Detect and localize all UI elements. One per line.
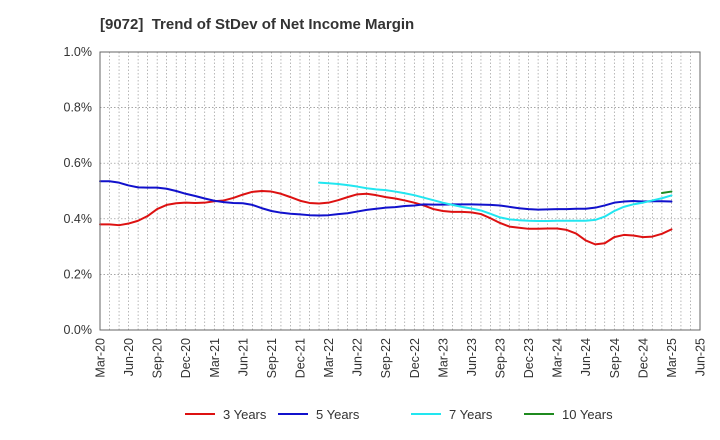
x-tick-label: Mar-21 [208, 338, 222, 378]
x-tick-label: Dec-24 [636, 338, 650, 378]
series-lines [99, 180, 673, 246]
x-tick-label: Jun-24 [579, 338, 593, 376]
legend-label: 5 Years [316, 407, 360, 422]
x-tick-label: Mar-24 [551, 338, 565, 378]
legend-label: 3 Years [223, 407, 267, 422]
x-tick-label: Sep-21 [265, 338, 279, 378]
x-tick-label: Jun-25 [694, 338, 708, 376]
x-tick-label: Sep-23 [494, 338, 508, 378]
series-line-3-years [99, 190, 673, 246]
x-tick-label: Sep-24 [608, 338, 622, 378]
y-tick-label: 0.4% [64, 212, 93, 226]
x-tick-label: Sep-20 [151, 338, 165, 378]
x-tick-label: Dec-22 [408, 338, 422, 378]
x-tick-label: Mar-23 [436, 338, 450, 378]
legend-item-3-years: 3 Years [185, 407, 267, 422]
x-tick-label: Mar-25 [665, 338, 679, 378]
x-tick-label: Jun-22 [351, 338, 365, 376]
y-tick-label: 0.2% [64, 267, 93, 281]
x-tick-label: Mar-20 [94, 338, 108, 378]
legend-item-10-years: 10 Years [524, 407, 613, 422]
y-tick-label: 0.6% [64, 156, 93, 170]
axes: 0.0% 0.2% 0.4% 0.6% 0.8% 1.0% Mar-20 Jun-20 Sep-… [64, 45, 708, 378]
legend-label: 10 Years [562, 407, 613, 422]
y-tick-label: 0.8% [64, 101, 93, 115]
chart-title: [9072] Trend of StDev of Net Income Marg… [100, 16, 415, 33]
x-tick-label: Dec-21 [294, 338, 308, 378]
grid [99, 51, 701, 331]
legend-item-7-years: 7 Years [411, 407, 493, 422]
y-tick-label: 1.0% [64, 45, 93, 59]
plot-frame [99, 51, 701, 331]
series-line-5-years [99, 180, 673, 217]
x-tick-label: Dec-20 [179, 338, 193, 378]
y-tick-label: 0.0% [64, 323, 93, 337]
x-tick-label: Mar-22 [322, 338, 336, 378]
legend-label: 7 Years [449, 407, 493, 422]
x-tick-label: Sep-22 [379, 338, 393, 378]
x-tick-label: Jun-21 [236, 338, 250, 376]
series-line-10-years [660, 190, 673, 194]
series-line-7-years [318, 181, 673, 223]
x-tick-label: Jun-23 [465, 338, 479, 376]
x-tick-label: Dec-23 [522, 338, 536, 378]
legend: 3 Years 5 Years 7 Years 10 Years [185, 407, 613, 422]
legend-item-5-years: 5 Years [278, 407, 360, 422]
x-tick-label: Jun-20 [122, 338, 136, 376]
